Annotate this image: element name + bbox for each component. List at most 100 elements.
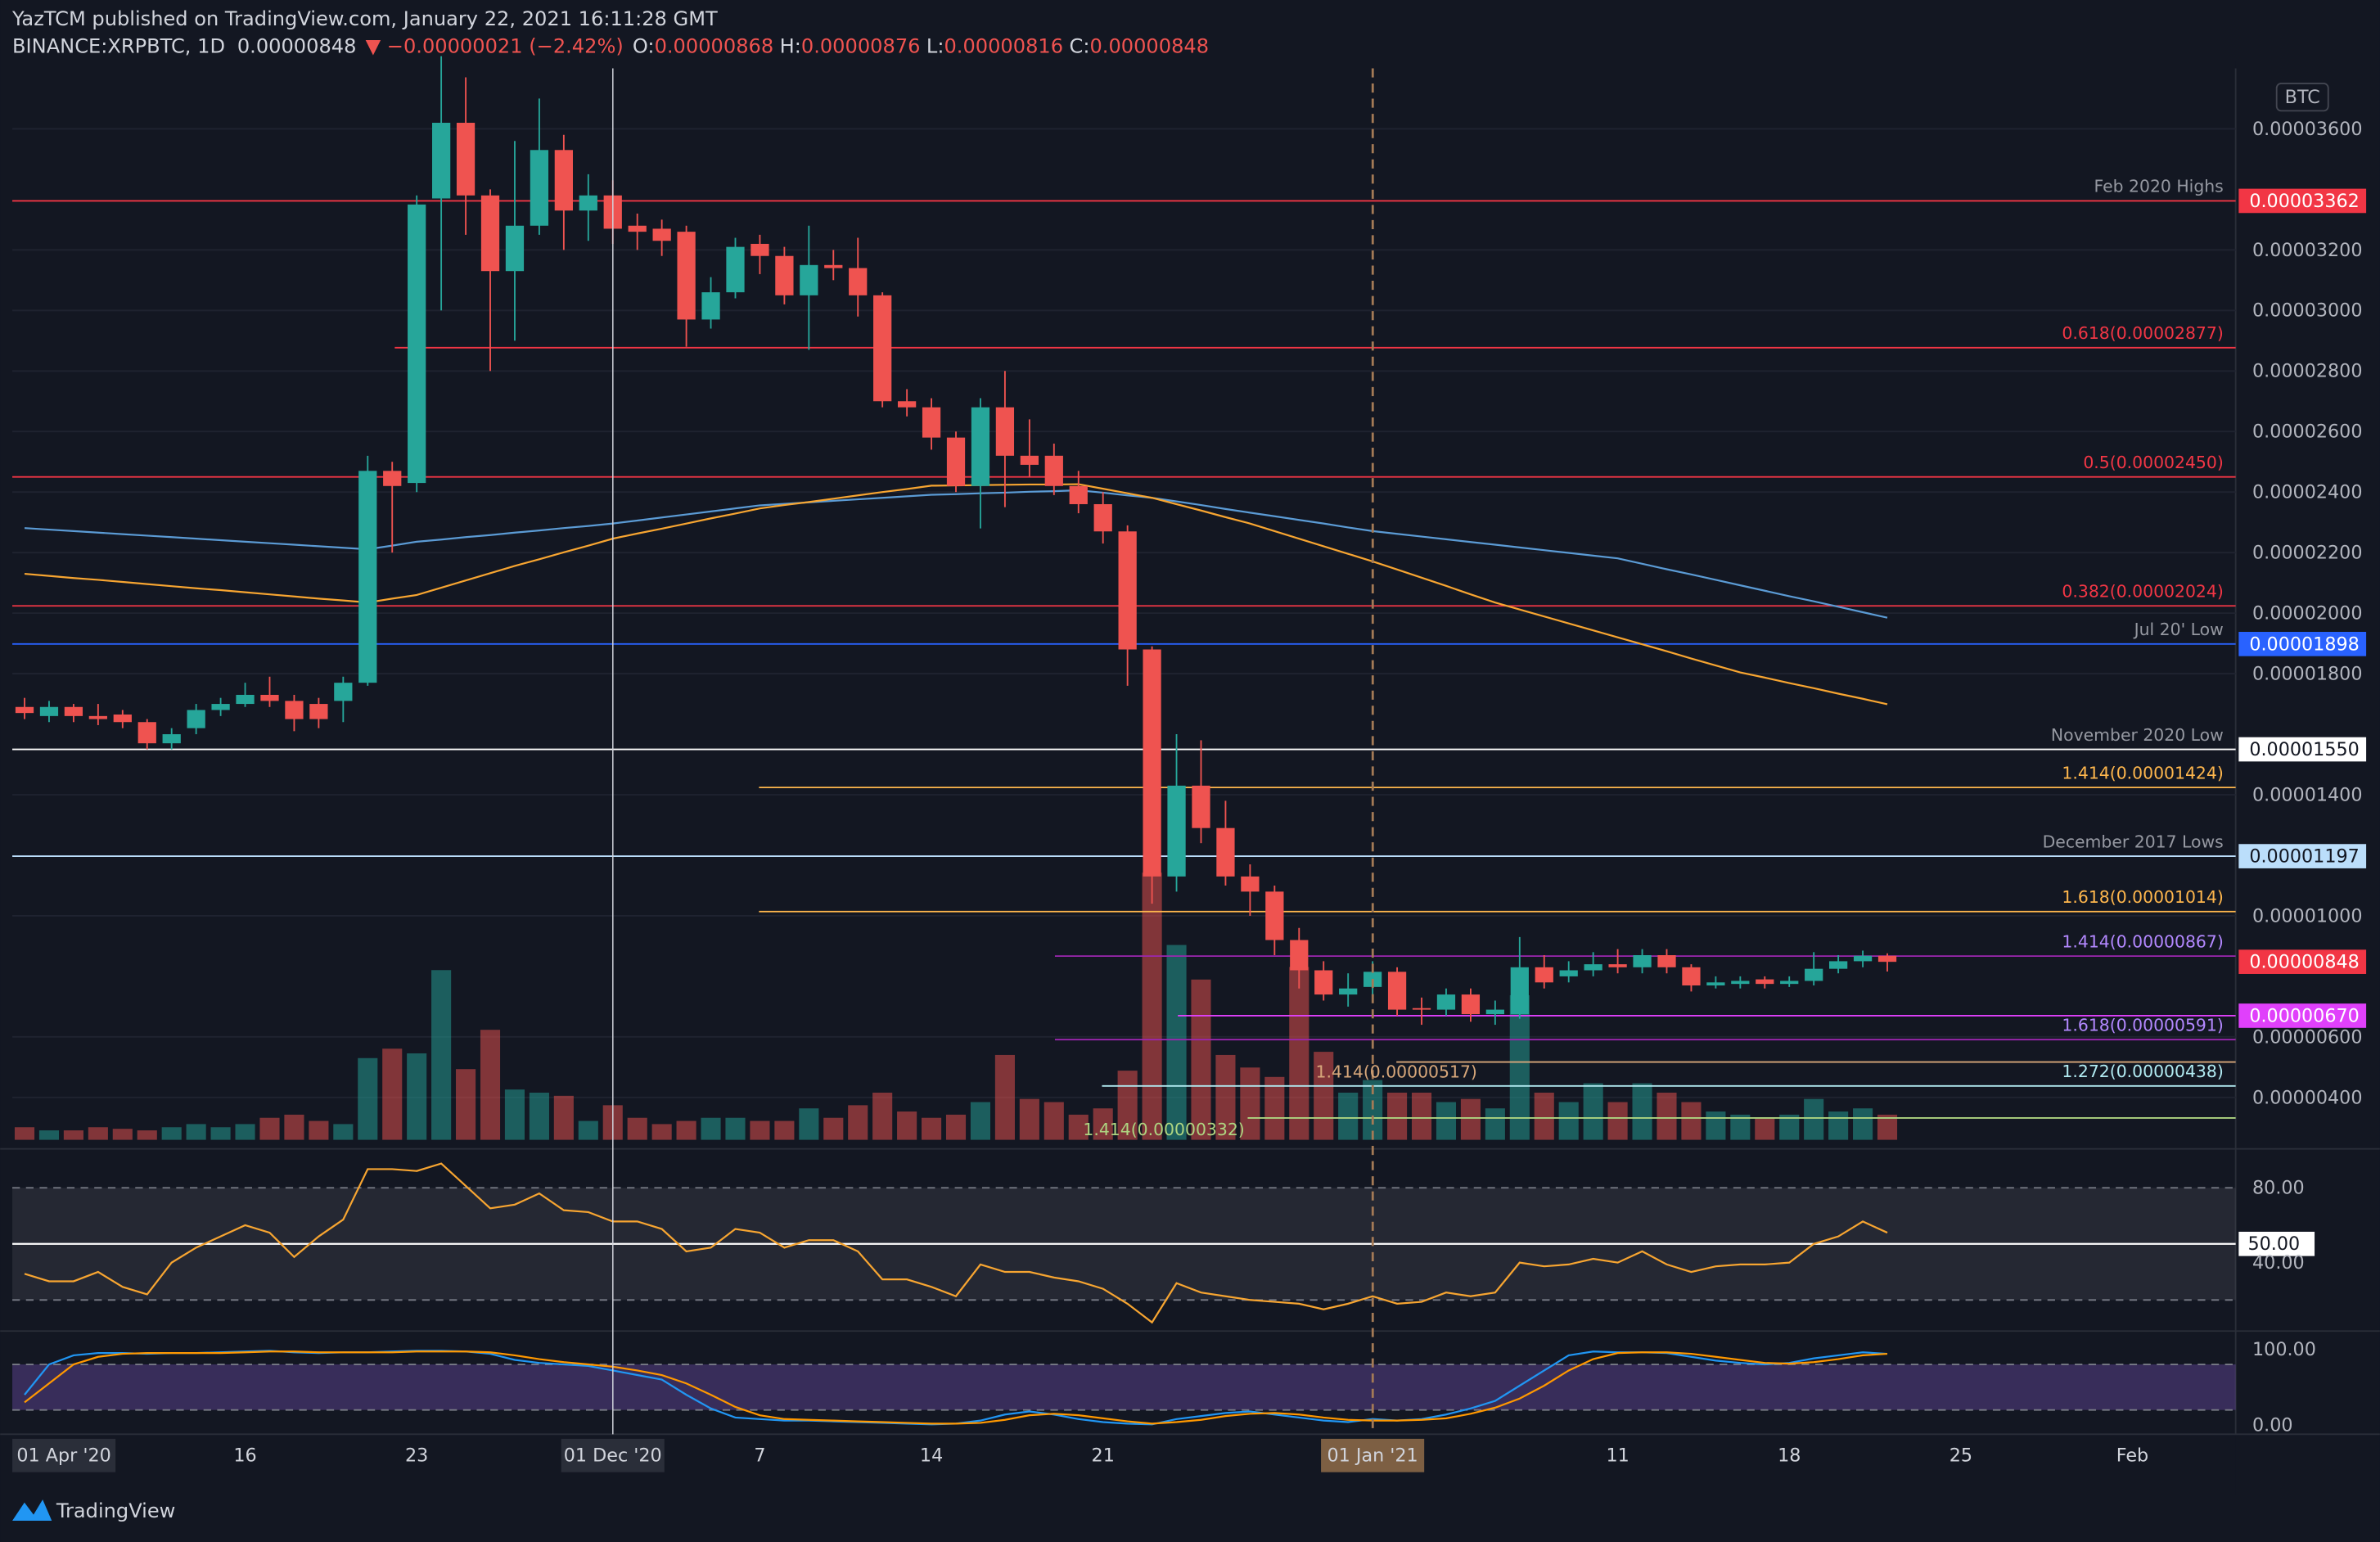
y-tick-label: 50.00 bbox=[2247, 1233, 2300, 1255]
y-tick-label: 80.00 bbox=[2252, 1178, 2305, 1199]
candle-body bbox=[1412, 1008, 1431, 1010]
volume-bar bbox=[431, 970, 452, 1140]
y-tick-label: 0.00003600 bbox=[2252, 119, 2362, 140]
volume-bar bbox=[259, 1117, 280, 1140]
symbol: BINANCE:XRPBTC, 1D bbox=[12, 34, 225, 57]
candle-body bbox=[1756, 979, 1774, 985]
y-tick-label: 40.00 bbox=[2252, 1252, 2305, 1274]
volume-bar bbox=[823, 1117, 844, 1140]
ohlc-value: 0.00000868 bbox=[655, 34, 774, 57]
volume-bar bbox=[112, 1129, 133, 1140]
candle-body bbox=[1657, 955, 1676, 967]
y-tick-label: 0.00003000 bbox=[2252, 300, 2362, 322]
volume-bar bbox=[1166, 945, 1187, 1140]
last-price: 0.00000848 bbox=[237, 34, 357, 57]
candle-body bbox=[1143, 649, 1161, 877]
candle-body bbox=[480, 195, 500, 272]
volume-bar bbox=[14, 1127, 35, 1140]
y-tick-label: 0.00001800 bbox=[2252, 664, 2362, 685]
candle-body bbox=[873, 295, 892, 402]
level-label: 0.382(0.00002024) bbox=[2062, 582, 2223, 602]
candle-body bbox=[554, 150, 573, 211]
y-tick-label: 0.00000600 bbox=[2252, 1026, 2362, 1048]
y-tick-label: 0.00003200 bbox=[2252, 240, 2362, 261]
level-label: 1.414(0.00000517) bbox=[1316, 1062, 1477, 1082]
y-tick-label: 0.00001000 bbox=[2252, 905, 2362, 927]
volume-bar bbox=[970, 1102, 991, 1140]
change: ▼ −0.00000021 (−2.42%) bbox=[366, 34, 624, 57]
y-tick-label: 0.00002400 bbox=[2252, 482, 2362, 503]
volume-bar bbox=[284, 1114, 304, 1140]
level-label: December 2017 Lows bbox=[2043, 832, 2224, 851]
x-tick-label: 14 bbox=[920, 1445, 943, 1467]
candle-body bbox=[408, 204, 426, 484]
candle-body bbox=[1584, 964, 1602, 971]
volume-bar bbox=[1093, 1108, 1113, 1140]
level-label: Feb 2020 Highs bbox=[2094, 177, 2223, 196]
candle-body bbox=[39, 706, 59, 716]
candle-body bbox=[995, 407, 1015, 456]
volume-bar bbox=[480, 1030, 501, 1140]
candle-body bbox=[88, 715, 107, 719]
candle-body bbox=[1731, 981, 1750, 985]
y-tick-label: 100.00 bbox=[2252, 1339, 2316, 1360]
price-box-label: 0.00001550 bbox=[2249, 739, 2359, 760]
plot bbox=[12, 56, 2236, 1426]
candle-body bbox=[1706, 982, 1725, 985]
volume-bar bbox=[1755, 1117, 1775, 1140]
time-label-box bbox=[12, 1438, 116, 1472]
ohlc-value: 0.00000876 bbox=[801, 34, 921, 57]
candle-body bbox=[1805, 968, 1823, 981]
candle-body bbox=[334, 683, 353, 701]
candle-body bbox=[946, 437, 966, 486]
volume-bar bbox=[1706, 1111, 1726, 1140]
volume-bar bbox=[1215, 1054, 1236, 1140]
ohlc-key: H: bbox=[780, 34, 801, 57]
volume-bar bbox=[235, 1124, 255, 1140]
x-tick-label: 23 bbox=[405, 1445, 428, 1467]
band-fill bbox=[12, 1364, 2236, 1410]
volume-bar bbox=[872, 1093, 893, 1140]
volume-bar bbox=[1068, 1114, 1089, 1140]
price-box bbox=[2238, 1003, 2367, 1028]
brand-logo bbox=[12, 1499, 52, 1522]
volume-bar bbox=[1509, 994, 1530, 1140]
candle-body bbox=[1387, 972, 1407, 1010]
volume-bar bbox=[1853, 1108, 1873, 1140]
y-tick-label: 0.00002600 bbox=[2252, 422, 2362, 443]
candle-body bbox=[1265, 891, 1284, 940]
level-label: 1.414(0.00000867) bbox=[2062, 931, 2223, 951]
candle-body bbox=[285, 701, 304, 719]
candle-body bbox=[1339, 988, 1358, 995]
volume-bar bbox=[1632, 1083, 1652, 1140]
level-label: 0.618(0.00002877) bbox=[2062, 323, 2223, 343]
volume-bar bbox=[897, 1111, 917, 1140]
price-box-label: 0.00003362 bbox=[2249, 191, 2359, 212]
candle-body bbox=[187, 710, 205, 728]
unit-box bbox=[2275, 83, 2329, 112]
ohlc-value: 0.00000848 bbox=[1089, 34, 1209, 57]
volume-bar bbox=[750, 1120, 770, 1140]
candle-body bbox=[530, 150, 549, 226]
volume-bar bbox=[333, 1124, 354, 1140]
candle-body bbox=[236, 694, 255, 705]
candle-body bbox=[358, 471, 377, 683]
volume-bar bbox=[651, 1124, 672, 1140]
volume-bar bbox=[1460, 1098, 1481, 1140]
volume-bar bbox=[1191, 979, 1211, 1140]
tick-box bbox=[2238, 1231, 2315, 1256]
volume-bar bbox=[701, 1117, 721, 1140]
candle-body bbox=[15, 706, 34, 714]
candle-body bbox=[1608, 964, 1627, 967]
level-label: Jul 20' Low bbox=[2133, 620, 2224, 639]
candle-body bbox=[64, 706, 83, 716]
candle-body bbox=[162, 734, 181, 744]
candle-body bbox=[1559, 970, 1578, 976]
level-label: 1.618(0.00000591) bbox=[2062, 1016, 2223, 1035]
level-label: 0.5(0.00002450) bbox=[2083, 453, 2223, 472]
indicator-line bbox=[24, 1162, 1888, 1324]
volume-bar bbox=[38, 1130, 60, 1140]
